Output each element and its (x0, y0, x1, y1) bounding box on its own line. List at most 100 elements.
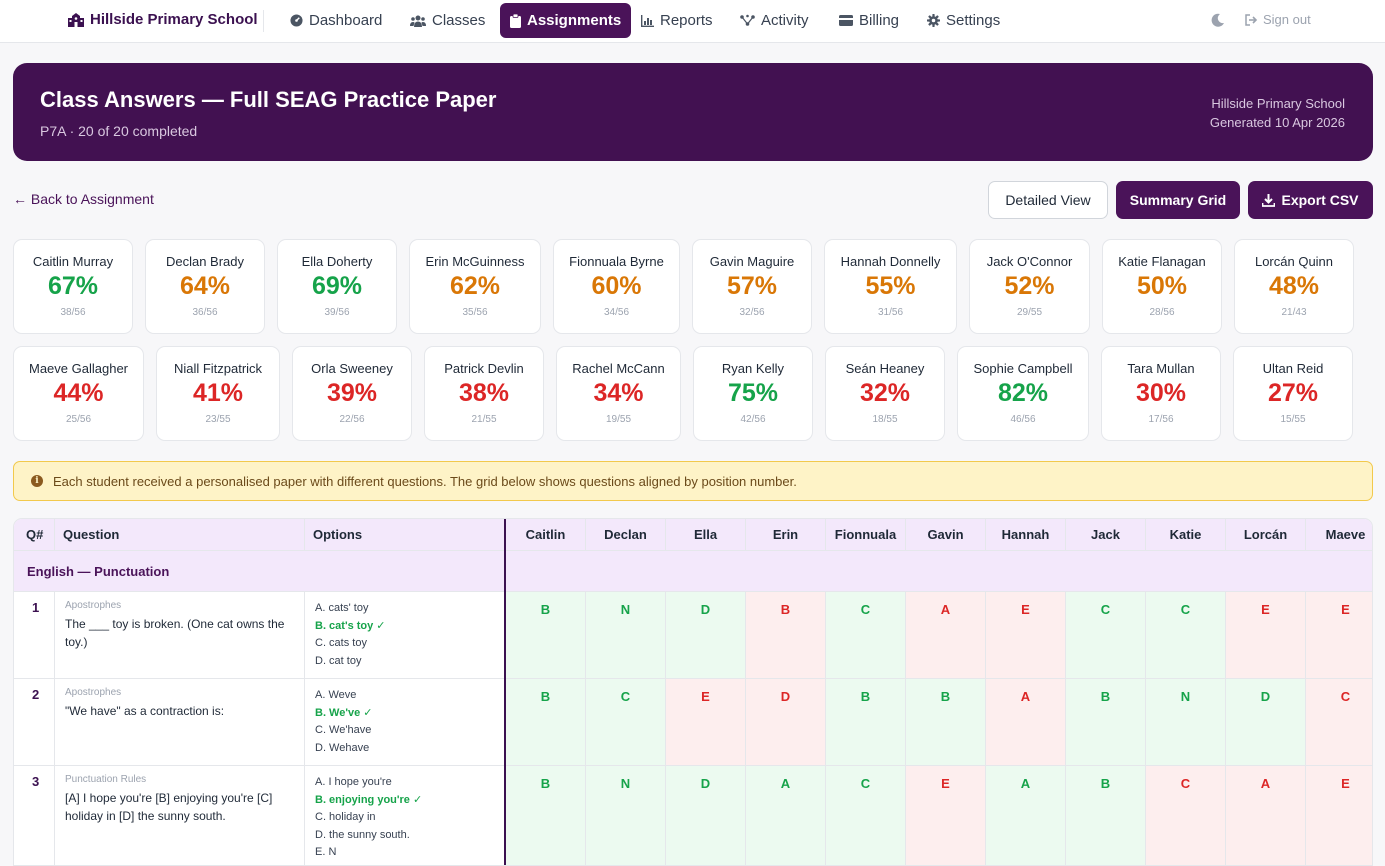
nav-reports[interactable]: Reports (631, 3, 723, 38)
answer-cell[interactable]: E (985, 592, 1065, 678)
student-name: Katie Flanagan (1118, 254, 1206, 269)
nav-assignments[interactable]: Assignments (500, 3, 632, 38)
student-score-card[interactable]: Maeve Gallagher 44% 25/56 (13, 346, 144, 441)
answer-cell[interactable]: B (505, 766, 585, 865)
dashboard-icon (290, 14, 303, 27)
answer-cell[interactable]: B (1065, 766, 1145, 865)
question-text: "We have" as a contraction is: (65, 704, 225, 718)
credit-card-icon (839, 15, 853, 26)
student-score-card[interactable]: Ella Doherty 69% 39/56 (277, 239, 397, 334)
answer-cell[interactable]: E (665, 679, 745, 765)
student-score-card[interactable]: Jack O'Connor 52% 29/55 (969, 239, 1090, 334)
student-score-card[interactable]: Lorcán Quinn 48% 21/43 (1234, 239, 1354, 334)
header-student: Lorcán (1225, 519, 1305, 551)
student-score: 38/56 (60, 307, 86, 318)
student-score-card[interactable]: Patrick Devlin 38% 21/55 (424, 346, 544, 441)
answer-cell[interactable]: E (1305, 766, 1372, 865)
student-score-card[interactable]: Katie Flanagan 50% 28/56 (1102, 239, 1222, 334)
answer-cell[interactable]: B (505, 679, 585, 765)
brand[interactable]: Hillside Primary School (68, 11, 258, 28)
question-category: Punctuation Rules (65, 774, 147, 785)
option: D. cat toy (315, 654, 362, 667)
answer-cell[interactable]: C (1145, 766, 1225, 865)
student-score-card[interactable]: Orla Sweeney 39% 22/56 (292, 346, 412, 441)
student-percent: 60% (591, 272, 642, 300)
student-score-card[interactable]: Niall Fitzpatrick 41% 23/55 (156, 346, 280, 441)
question-row: 1 Apostrophes The ___ toy is broken. (One … (14, 592, 1372, 679)
answer-cell[interactable]: E (1305, 592, 1372, 678)
nav-billing[interactable]: Billing (829, 3, 909, 38)
student-score-card[interactable]: Seán Heaney 32% 18/55 (825, 346, 945, 441)
student-score-card[interactable]: Declan Brady 64% 36/56 (145, 239, 265, 334)
answer-cell[interactable]: B (745, 592, 825, 678)
nav-dashboard[interactable]: Dashboard (280, 3, 392, 38)
answer-cell[interactable]: E (1225, 592, 1305, 678)
answer-cell[interactable]: N (585, 766, 665, 865)
sign-out-link[interactable]: Sign out (1245, 12, 1311, 27)
back-to-assignment-link[interactable]: ← Back to Assignment (13, 191, 154, 207)
answer-cell[interactable]: C (585, 679, 665, 765)
answer-cell[interactable]: A (1225, 766, 1305, 865)
answer-cell[interactable]: B (1065, 679, 1145, 765)
answer-cell[interactable]: N (1145, 679, 1225, 765)
student-score-card[interactable]: Rachel McCann 34% 19/55 (556, 346, 681, 441)
answer-cell[interactable]: A (905, 592, 985, 678)
header-student: Hannah (985, 519, 1065, 551)
dark-mode-toggle[interactable] (1211, 13, 1225, 32)
answer-cell[interactable]: C (825, 592, 905, 678)
answer-cell[interactable]: D (665, 592, 745, 678)
notice-text: Each student received a personalised pap… (53, 473, 797, 489)
student-score-card[interactable]: Ultan Reid 27% 15/55 (1233, 346, 1353, 441)
answer-cell[interactable]: A (985, 766, 1065, 865)
nav-settings[interactable]: Settings (917, 3, 1010, 38)
student-percent: 50% (1136, 272, 1188, 300)
question-row: 3 Punctuation Rules [A] I hope you're [B] … (14, 766, 1372, 865)
detailed-view-button[interactable]: Detailed View (988, 181, 1108, 219)
question-text: [A] I hope you're [B] enjoying you're [C… (65, 791, 273, 823)
question-number: 3 (14, 766, 55, 865)
personalised-paper-notice: i Each student received a personalised p… (13, 461, 1373, 501)
column-divider (504, 519, 506, 865)
student-score: 35/56 (462, 307, 488, 318)
student-score: 31/56 (877, 307, 904, 318)
student-score-card[interactable]: Tara Mullan 30% 17/56 (1101, 346, 1221, 441)
student-score: 19/55 (605, 414, 632, 425)
summary-grid-button[interactable]: Summary Grid (1116, 181, 1240, 219)
answer-cell[interactable]: C (825, 766, 905, 865)
answer-cell[interactable]: D (1225, 679, 1305, 765)
banner-school: Hillside Primary School (1211, 96, 1345, 111)
student-name: Maeve Gallagher (29, 361, 128, 376)
nav-divider (263, 10, 264, 32)
student-score-card[interactable]: Sophie Campbell 82% 46/56 (957, 346, 1089, 441)
correct-option: B. enjoying you're ✓ (315, 793, 423, 806)
answer-cell[interactable]: B (905, 679, 985, 765)
answer-cell[interactable]: C (1305, 679, 1372, 765)
student-score-card[interactable]: Ryan Kelly 75% 42/56 (693, 346, 813, 441)
answer-cell[interactable]: A (745, 766, 825, 865)
student-score-card[interactable]: Caitlin Murray 67% 38/56 (13, 239, 133, 334)
answer-cell[interactable]: C (1145, 592, 1225, 678)
student-score-card[interactable]: Erin McGuinness 62% 35/56 (409, 239, 541, 334)
student-score-card[interactable]: Gavin Maguire 57% 32/56 (692, 239, 812, 334)
student-percent: 39% (326, 379, 378, 407)
option: A. cats' toy (315, 602, 369, 614)
student-score: 36/56 (192, 307, 218, 318)
student-score-card[interactable]: Hannah Donnelly 55% 31/56 (824, 239, 957, 334)
answer-cell[interactable]: B (825, 679, 905, 765)
info-icon: i (31, 475, 43, 487)
student-name: Rachel McCann (572, 361, 665, 376)
section-header: English — Punctuation (14, 551, 1372, 592)
answer-cell[interactable]: D (745, 679, 825, 765)
answer-cell[interactable]: E (905, 766, 985, 865)
answer-cell[interactable]: B (505, 592, 585, 678)
answer-cell[interactable]: D (665, 766, 745, 865)
nav-activity[interactable]: Activity (730, 3, 819, 38)
export-csv-button[interactable]: Export CSV (1248, 181, 1373, 219)
answer-cell[interactable]: A (985, 679, 1065, 765)
answer-cell[interactable]: N (585, 592, 665, 678)
option: C. cats toy (315, 637, 367, 649)
nav-classes[interactable]: Classes (400, 3, 495, 38)
answer-cell[interactable]: C (1065, 592, 1145, 678)
student-score-card[interactable]: Fionnuala Byrne 60% 34/56 (553, 239, 680, 334)
bar-chart-icon (641, 14, 654, 27)
